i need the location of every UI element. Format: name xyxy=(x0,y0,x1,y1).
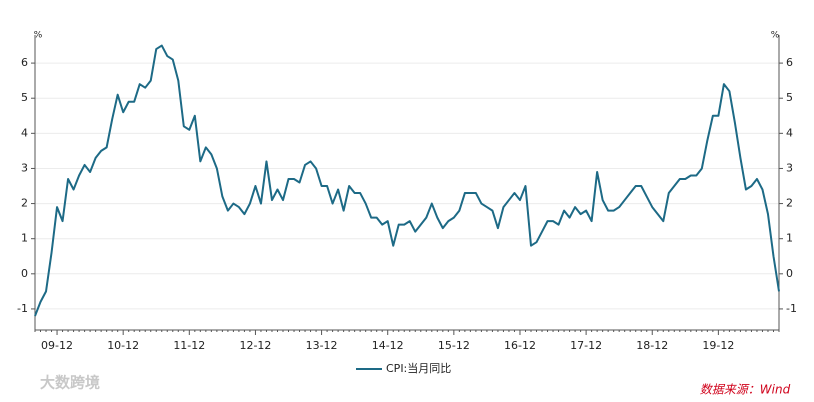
x-tick-label: 18-12 xyxy=(636,339,668,352)
x-tick-label: 09-12 xyxy=(41,339,73,352)
y2-tick-label: 3 xyxy=(786,161,793,174)
y2-unit: % xyxy=(771,31,780,41)
x-tick-label: 12-12 xyxy=(239,339,271,352)
y2-tick-label: 5 xyxy=(786,91,793,104)
legend-label: CPI:当月同比 xyxy=(386,361,451,375)
x-tick-label: 13-12 xyxy=(306,339,338,352)
x-tick-label: 17-12 xyxy=(570,339,602,352)
x-tick-label: 10-12 xyxy=(107,339,139,352)
y-tick-label: 4 xyxy=(21,126,28,139)
y2-tick-label: 2 xyxy=(786,197,793,210)
y-tick-label: 3 xyxy=(21,161,28,174)
y2-tick-label: 6 xyxy=(786,56,793,69)
y-tick-label: 6 xyxy=(21,56,28,69)
data-line xyxy=(34,44,780,317)
y-unit: % xyxy=(34,31,43,41)
x-tick-label: 14-12 xyxy=(372,339,404,352)
y2-tick-label: 4 xyxy=(786,126,793,139)
x-tick-label: 19-12 xyxy=(702,339,734,352)
watermark: 大数跨境 xyxy=(40,374,100,392)
y2-tick-label: 0 xyxy=(786,267,793,280)
source-note: 数据来源：Wind xyxy=(700,383,791,397)
y-tick-label: 0 xyxy=(21,267,28,280)
y-tick-label: -1 xyxy=(17,302,28,315)
y-tick-label: 1 xyxy=(21,232,28,245)
x-tick-label: 15-12 xyxy=(438,339,470,352)
x-tick-label: 11-12 xyxy=(173,339,205,352)
y2-tick-label: -1 xyxy=(786,302,797,315)
y-tick-label: 5 xyxy=(21,91,28,104)
y-tick-label: 2 xyxy=(21,197,28,210)
y2-tick-label: 1 xyxy=(786,232,793,245)
x-tick-label: 16-12 xyxy=(504,339,536,352)
